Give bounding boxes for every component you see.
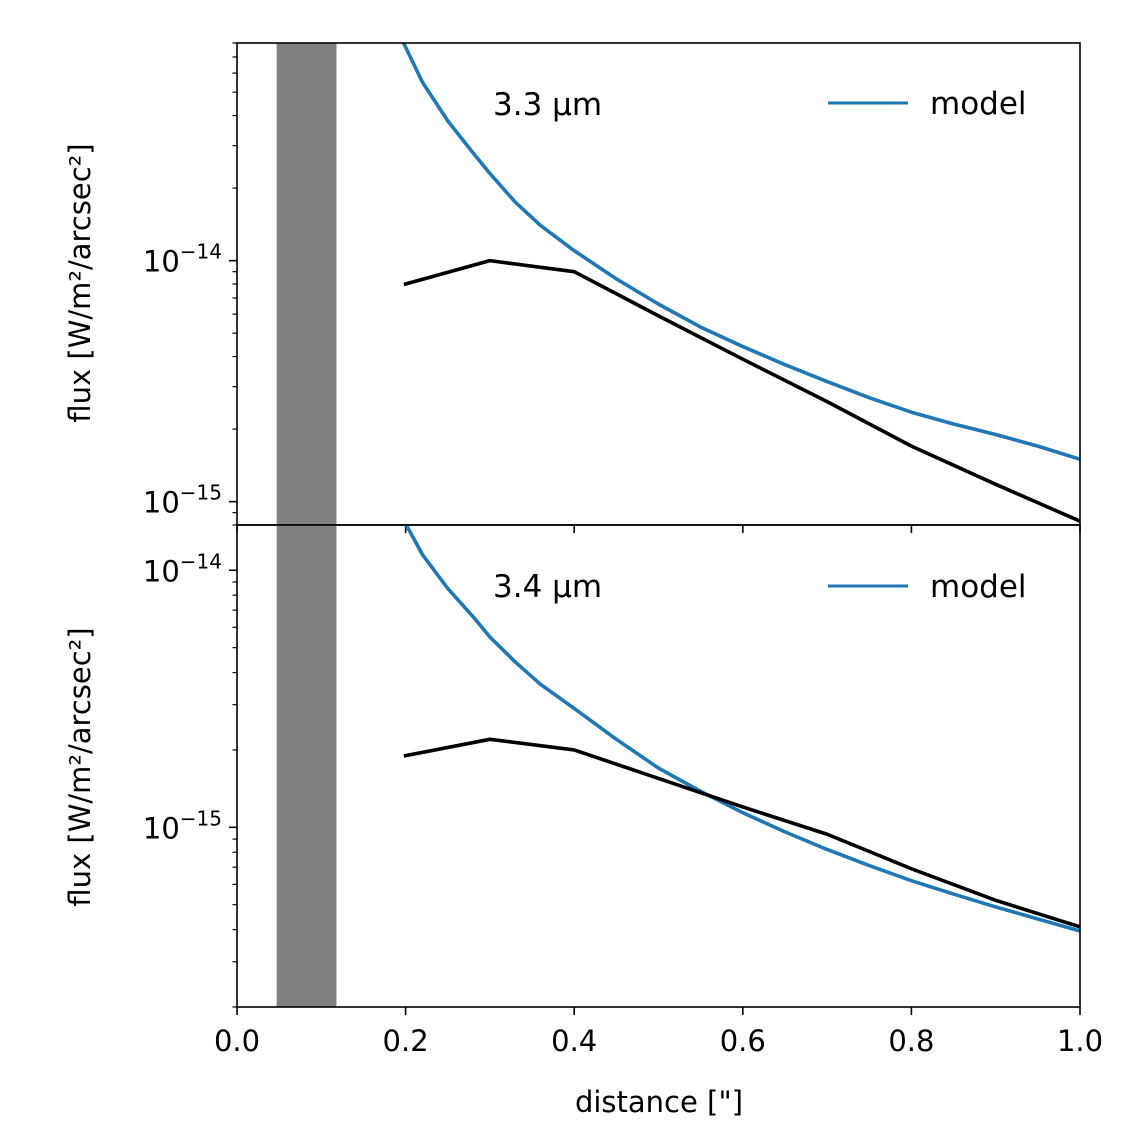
x-tick-label-bottom: 1.0 (1057, 1024, 1103, 1058)
plot-area-top: 10−14 10−15 (143, 42, 1081, 533)
legend-label-model-bottom: model (930, 569, 1027, 605)
y-tick-label-bottom: 10−14 (143, 549, 222, 588)
x-tick-label-bottom: 0.4 (551, 1024, 597, 1058)
y-axis-label-top: flux [W/m²/arcsec²] (63, 143, 97, 422)
x-tick-label-bottom: 0.0 (214, 1024, 260, 1058)
annotation-top: 3.3 μm (493, 87, 602, 123)
plot-area-bottom: 10−14 10−15 0.0 0.2 0.4 0.6 0.8 1.0 (143, 524, 1103, 1058)
y-tick-label-top: 10−15 (143, 481, 222, 520)
series-line-data-top (403, 258, 1080, 524)
shaded-region-top (276, 43, 337, 525)
series-line-data-bottom (403, 737, 1080, 929)
series-line-model-top (401, 43, 1080, 462)
x-tick-label-bottom: 0.2 (383, 1024, 429, 1058)
series-group-top (401, 43, 1080, 524)
axes-frame-bottom (236, 524, 1081, 1008)
y-tick-label-top: 10−14 (143, 240, 222, 279)
shaded-region-bottom (276, 525, 337, 1007)
panel-top: 10−14 10−15 3.3 μm flux [W/m²/arcsec²] mo… (63, 42, 1081, 533)
legend-label-model-top: model (930, 86, 1027, 122)
x-tick-label-bottom: 0.6 (720, 1024, 766, 1058)
x-tick-label-bottom: 0.8 (888, 1024, 934, 1058)
y-axis-label-bottom: flux [W/m²/arcsec²] (63, 627, 97, 906)
x-axis-label: distance ["] (575, 1085, 743, 1119)
y-tick-label-bottom: 10−15 (143, 806, 222, 845)
series-group-bottom (403, 525, 1080, 933)
panel-bottom: 10−14 10−15 0.0 0.2 0.4 0.6 0.8 1.0 3.4 μm flux… (63, 524, 1103, 1119)
legend-top: model (828, 86, 1027, 122)
legend-bottom: model (828, 569, 1027, 605)
series-line-model-bottom (404, 525, 1080, 933)
annotation-bottom: 3.4 μm (493, 569, 602, 605)
